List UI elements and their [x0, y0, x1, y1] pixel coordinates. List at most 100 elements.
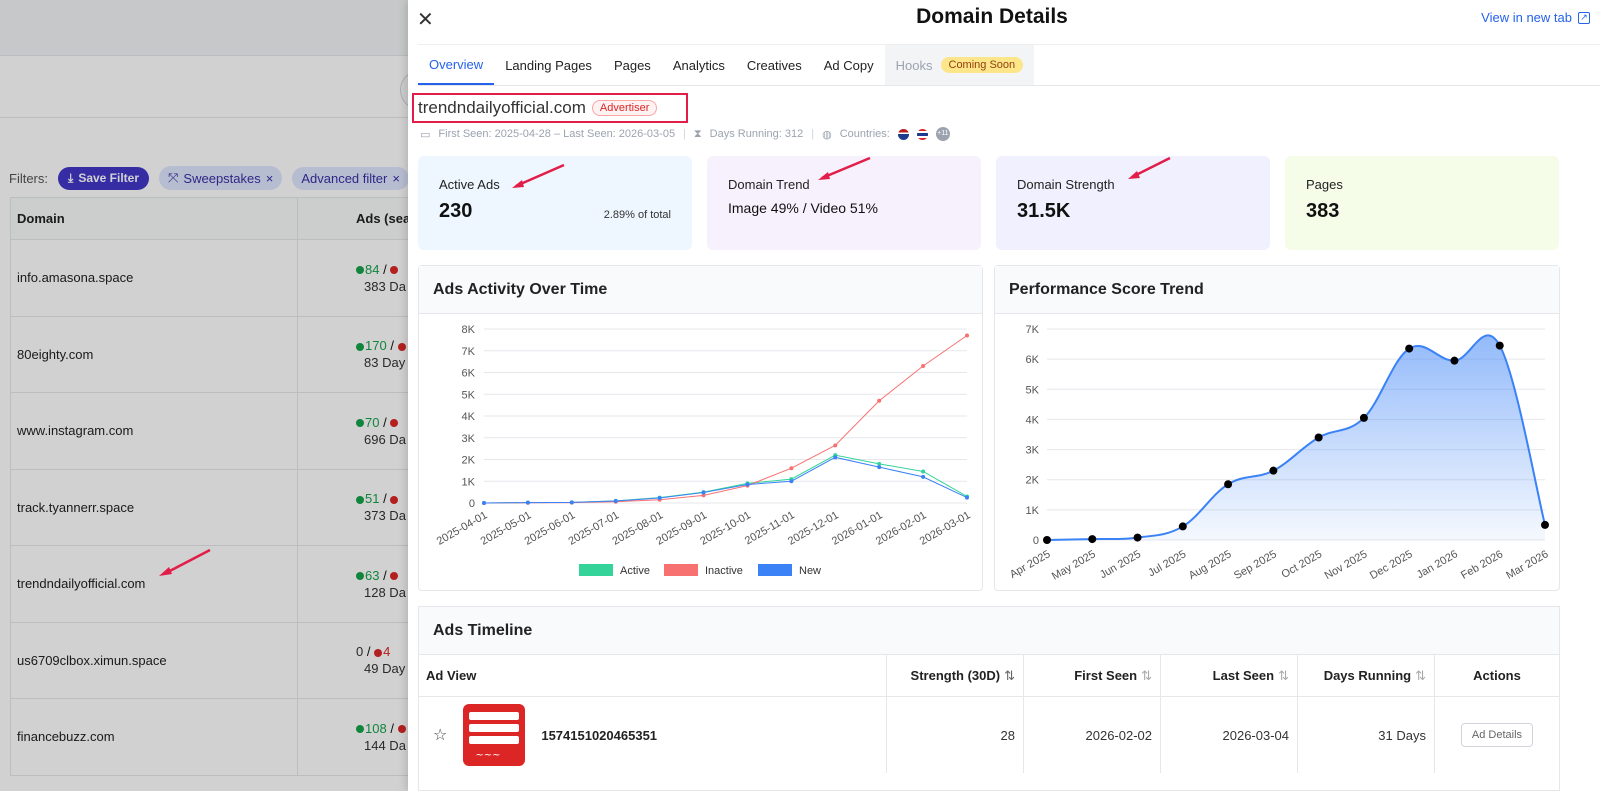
- table-row[interactable]: financebuzz.com 108 / 144 Da: [11, 699, 420, 776]
- filter-chip-sweepstakes[interactable]: ⤧ Sweepstakes ×: [159, 166, 283, 190]
- col-strength[interactable]: Strength (30D) ⇅: [887, 655, 1024, 696]
- chip-label: Advanced filter: [301, 170, 388, 186]
- col-last-seen[interactable]: Last Seen ⇅: [1161, 655, 1298, 696]
- inactive-dot-icon: [390, 495, 399, 504]
- active-count: 108: [365, 720, 387, 736]
- x-tick-label: Dec 2025: [1368, 548, 1415, 582]
- more-countries-badge[interactable]: +11: [935, 127, 950, 141]
- tab-pages[interactable]: Pages: [613, 57, 651, 73]
- table-row[interactable]: trendndailyofficial.com 63 / 128 Da: [11, 546, 420, 623]
- inactive-dot-icon: [397, 342, 406, 351]
- tab-bar: Overview Landing Pages Pages Analytics C…: [418, 44, 1600, 86]
- data-point: [1133, 533, 1142, 542]
- days-count: 373 Da: [364, 508, 406, 524]
- table-row[interactable]: www.instagram.com 70 / 696 Da: [11, 393, 420, 470]
- y-tick-label: 5K: [1026, 384, 1040, 396]
- filter-chip-advanced[interactable]: Advanced filter ×: [292, 166, 409, 190]
- days-running-cell: 31 Days: [1298, 697, 1435, 773]
- tab-creatives[interactable]: Creatives: [746, 57, 802, 73]
- domain-cell[interactable]: info.amasona.space: [11, 240, 298, 316]
- modal-overlay[interactable]: [0, 0, 408, 791]
- tab-hooks: Hooks Coming Soon: [884, 45, 1035, 85]
- x-tick-label: Apr 2025: [1008, 548, 1053, 581]
- data-point: [833, 443, 838, 448]
- y-tick-label: 2K: [1026, 475, 1040, 487]
- domain-strength-label: Domain Strength: [1017, 177, 1115, 192]
- col-domain[interactable]: Domain: [11, 198, 298, 239]
- data-point: [921, 469, 926, 474]
- domain-cell[interactable]: financebuzz.com: [11, 699, 298, 775]
- active-dot-icon: [356, 495, 364, 504]
- table-row[interactable]: track.tyannerr.space 51 / 373 Da: [11, 469, 420, 546]
- table-row[interactable]: 80eighty.com 170 / 83 Day: [11, 316, 420, 393]
- tab-overview[interactable]: Overview: [418, 45, 495, 85]
- close-icon[interactable]: ×: [265, 170, 274, 186]
- ad-id[interactable]: 1574151020465351: [541, 727, 658, 743]
- col-ads[interactable]: Ads (sea: [356, 211, 411, 226]
- data-point: [877, 465, 882, 470]
- days-count: 49 Day: [364, 661, 406, 677]
- tab-ad-copy[interactable]: Ad Copy: [823, 57, 874, 73]
- inactive-dot-icon: [390, 266, 399, 275]
- close-icon[interactable]: ✕: [417, 9, 434, 31]
- pages-card: Pages 383: [1285, 156, 1559, 250]
- sort-icon[interactable]: ⇅: [1141, 667, 1152, 683]
- table-row[interactable]: us6709clbox.ximun.space 0 / 4 49 Day: [11, 622, 420, 699]
- view-in-new-tab-link[interactable]: View in new tab ↗: [1481, 10, 1590, 25]
- data-point: [1269, 466, 1278, 475]
- domain-name: trendndailyofficial.com: [418, 98, 586, 117]
- tab-analytics[interactable]: Analytics: [672, 57, 725, 73]
- domain-trend-value: Image 49% / Video 51%: [728, 200, 878, 216]
- data-point: [833, 455, 838, 460]
- active-dot-icon: [356, 266, 364, 275]
- data-point: [789, 479, 794, 484]
- ads-cell: 84 / 383 Da: [298, 240, 406, 316]
- performance-score-chart: Performance Score Trend 0 1K 2K 3K 4K 5K 6K 7K A…: [994, 265, 1560, 591]
- actions-cell: Ad Details: [1435, 697, 1559, 773]
- search-bar-area: [0, 56, 420, 118]
- star-icon[interactable]: ☆: [433, 727, 448, 744]
- domain-cell[interactable]: us6709clbox.ximun.space: [11, 622, 298, 698]
- x-tick-label: May 2025: [1050, 548, 1098, 583]
- domain-cell[interactable]: www.instagram.com: [11, 393, 298, 469]
- domain-cell[interactable]: trendndailyofficial.com: [11, 546, 298, 622]
- days-count: 383 Da: [364, 278, 406, 294]
- domain-cell[interactable]: 80eighty.com: [11, 316, 298, 392]
- ad-thumbnail[interactable]: ~~~: [463, 704, 526, 766]
- active-ads-card: Active Ads 230 2.89% of total: [418, 156, 692, 250]
- sort-icon[interactable]: ⇅: [1415, 667, 1426, 683]
- data-point: [921, 474, 926, 479]
- col-days-running-label: Days Running: [1323, 668, 1412, 683]
- save-filter-button[interactable]: ⤓ Save Filter: [58, 166, 150, 190]
- active-count: 70: [365, 414, 380, 430]
- inactive-dot-icon: [390, 572, 399, 581]
- ad-details-button[interactable]: Ad Details: [1460, 723, 1534, 747]
- x-tick-label: Jan 2026: [1415, 548, 1460, 581]
- tab-landing-pages[interactable]: Landing Pages: [505, 57, 592, 73]
- ads-cell: 108 / 144 Da: [298, 699, 407, 775]
- active-count: 170: [365, 338, 387, 354]
- sort-icon[interactable]: ⇅: [1278, 667, 1289, 683]
- domain-strength-value: 31.5K: [1017, 200, 1071, 222]
- y-tick-label: 8K: [462, 324, 476, 336]
- chip-label: Sweepstakes: [183, 170, 261, 186]
- data-point: [701, 493, 706, 498]
- sort-icon[interactable]: ⇅: [1004, 667, 1015, 683]
- active-count: 0: [356, 644, 364, 660]
- col-days-running[interactable]: Days Running ⇅: [1298, 655, 1435, 696]
- domains-table: Domain Ads (sea info.amasona.space 84 / …: [10, 197, 420, 776]
- close-icon[interactable]: ×: [392, 170, 400, 186]
- coming-soon-badge: Coming Soon: [940, 57, 1024, 73]
- hooks-label: Hooks: [895, 57, 933, 73]
- hourglass-icon: ⧗: [693, 127, 702, 140]
- domain-cell[interactable]: track.tyannerr.space: [11, 469, 298, 545]
- table-row[interactable]: info.amasona.space 84 / 383 Da: [11, 240, 420, 317]
- legend-swatch-new: [758, 564, 792, 576]
- col-first-seen[interactable]: First Seen ⇅: [1024, 655, 1161, 696]
- y-tick-label: 4K: [462, 411, 476, 423]
- y-tick-label: 7K: [1026, 324, 1040, 336]
- annotation-arrow: [1128, 156, 1171, 179]
- series-line-inactive: [483, 335, 968, 504]
- annotation-arrow: [159, 548, 211, 576]
- active-dot-icon: [356, 725, 364, 734]
